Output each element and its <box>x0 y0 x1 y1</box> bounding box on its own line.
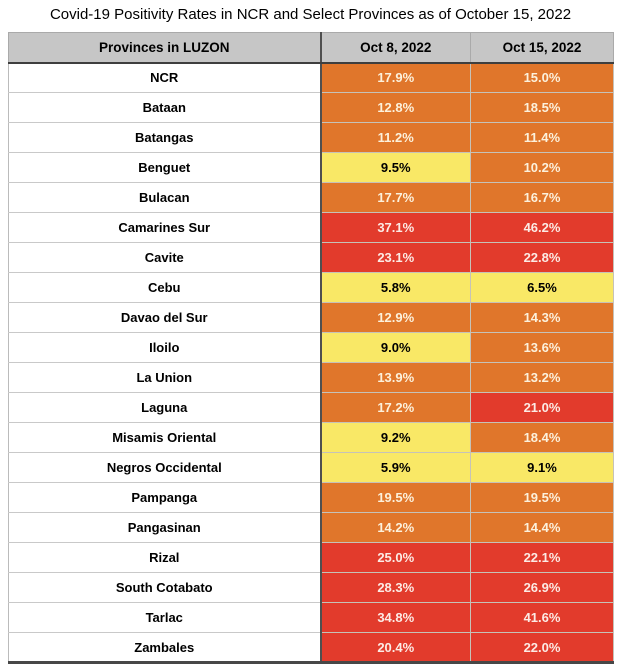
table-row: La Union 13.9% 13.2% <box>8 362 614 393</box>
oct8-value-cell: 12.9% <box>320 302 471 333</box>
province-cell: Negros Occidental <box>8 452 322 483</box>
province-cell: Zambales <box>8 632 322 663</box>
oct8-value-cell: 37.1% <box>320 212 471 243</box>
page-title: Covid-19 Positivity Rates in NCR and Sel… <box>49 6 572 23</box>
header-row: Provinces in LUZON Oct 8, 2022 Oct 15, 2… <box>8 32 614 64</box>
oct15-value-cell: 22.0% <box>470 632 614 663</box>
province-cell: Cebu <box>8 272 322 303</box>
oct15-value-cell: 41.6% <box>470 602 614 633</box>
province-cell: Cavite <box>8 242 322 273</box>
oct8-value-cell: 5.8% <box>320 272 471 303</box>
oct8-value-cell: 17.7% <box>320 182 471 213</box>
oct8-value-cell: 34.8% <box>320 602 471 633</box>
oct15-value-cell: 14.3% <box>470 302 614 333</box>
province-cell: NCR <box>8 62 322 93</box>
province-cell: Batangas <box>8 122 322 153</box>
positivity-table: Provinces in LUZON Oct 8, 2022 Oct 15, 2… <box>8 32 614 664</box>
province-cell: Bulacan <box>8 182 322 213</box>
oct15-value-cell: 10.2% <box>470 152 614 183</box>
province-cell: Tarlac <box>8 602 322 633</box>
province-cell: South Cotabato <box>8 572 322 603</box>
table-row: Tarlac 34.8% 41.6% <box>8 602 614 633</box>
province-cell: Camarines Sur <box>8 212 322 243</box>
oct8-value-cell: 5.9% <box>320 452 471 483</box>
province-cell: La Union <box>8 362 322 393</box>
table-row: Pangasinan 14.2% 14.4% <box>8 512 614 543</box>
oct8-value-cell: 20.4% <box>320 632 471 663</box>
table-row: Laguna 17.2% 21.0% <box>8 392 614 423</box>
table-row: Cebu 5.8% 6.5% <box>8 272 614 303</box>
table-row: South Cotabato 28.3% 26.9% <box>8 572 614 603</box>
table-row: Bataan 12.8% 18.5% <box>8 92 614 123</box>
table-row: Rizal 25.0% 22.1% <box>8 542 614 573</box>
table-row: Cavite 23.1% 22.8% <box>8 242 614 273</box>
province-cell: Rizal <box>8 542 322 573</box>
oct15-value-cell: 13.2% <box>470 362 614 393</box>
oct15-value-cell: 19.5% <box>470 482 614 513</box>
table-body: NCR 17.9% 15.0% Bataan 12.8% 18.5% Batangas 11.… <box>8 62 614 663</box>
oct8-value-cell: 28.3% <box>320 572 471 603</box>
oct15-value-cell: 26.9% <box>470 572 614 603</box>
header-oct8: Oct 8, 2022 <box>320 32 471 64</box>
province-cell: Pampanga <box>8 482 322 513</box>
oct15-value-cell: 21.0% <box>470 392 614 423</box>
table-row: Pampanga 19.5% 19.5% <box>8 482 614 513</box>
table-row: Camarines Sur 37.1% 46.2% <box>8 212 614 243</box>
province-cell: Davao del Sur <box>8 302 322 333</box>
table-row: Davao del Sur 12.9% 14.3% <box>8 302 614 333</box>
oct8-value-cell: 9.2% <box>320 422 471 453</box>
oct8-value-cell: 19.5% <box>320 482 471 513</box>
table-row: Negros Occidental 5.9% 9.1% <box>8 452 614 483</box>
oct8-value-cell: 14.2% <box>320 512 471 543</box>
oct15-value-cell: 14.4% <box>470 512 614 543</box>
oct8-value-cell: 17.2% <box>320 392 471 423</box>
table-row: Batangas 11.2% 11.4% <box>8 122 614 153</box>
oct15-value-cell: 18.5% <box>470 92 614 123</box>
table-row: Iloilo 9.0% 13.6% <box>8 332 614 363</box>
oct8-value-cell: 12.8% <box>320 92 471 123</box>
province-cell: Pangasinan <box>8 512 322 543</box>
oct8-value-cell: 23.1% <box>320 242 471 273</box>
oct8-value-cell: 17.9% <box>320 62 471 93</box>
table-row: Benguet 9.5% 10.2% <box>8 152 614 183</box>
oct8-value-cell: 9.0% <box>320 332 471 363</box>
oct15-value-cell: 13.6% <box>470 332 614 363</box>
oct15-value-cell: 18.4% <box>470 422 614 453</box>
oct15-value-cell: 16.7% <box>470 182 614 213</box>
oct8-value-cell: 25.0% <box>320 542 471 573</box>
oct15-value-cell: 6.5% <box>470 272 614 303</box>
oct8-value-cell: 11.2% <box>320 122 471 153</box>
oct15-value-cell: 46.2% <box>470 212 614 243</box>
oct15-value-cell: 22.8% <box>470 242 614 273</box>
header-provinces: Provinces in LUZON <box>8 32 322 64</box>
oct15-value-cell: 15.0% <box>470 62 614 93</box>
oct8-value-cell: 13.9% <box>320 362 471 393</box>
oct15-value-cell: 9.1% <box>470 452 614 483</box>
table-row: Bulacan 17.7% 16.7% <box>8 182 614 213</box>
table-row: NCR 17.9% 15.0% <box>8 62 614 93</box>
oct15-value-cell: 22.1% <box>470 542 614 573</box>
province-cell: Misamis Oriental <box>8 422 322 453</box>
province-cell: Laguna <box>8 392 322 423</box>
oct15-value-cell: 11.4% <box>470 122 614 153</box>
oct8-value-cell: 9.5% <box>320 152 471 183</box>
province-cell: Bataan <box>8 92 322 123</box>
province-cell: Iloilo <box>8 332 322 363</box>
header-oct15: Oct 15, 2022 <box>470 32 614 64</box>
province-cell: Benguet <box>8 152 322 183</box>
table-row: Zambales 20.4% 22.0% <box>8 632 614 663</box>
table-row: Misamis Oriental 9.2% 18.4% <box>8 422 614 453</box>
